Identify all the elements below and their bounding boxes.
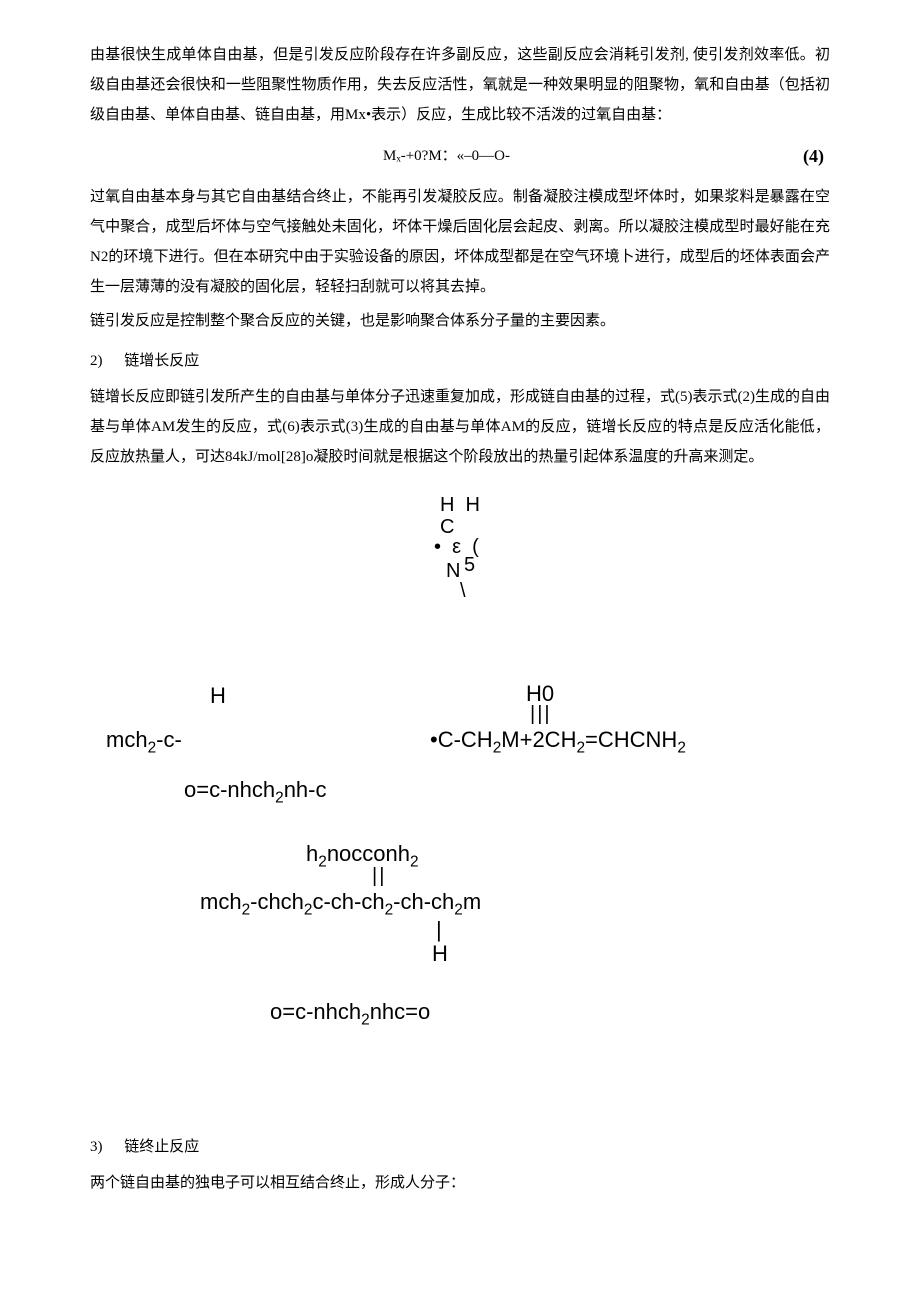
diagram-mch2-c: mch2-c-	[106, 728, 182, 757]
diagram-top-l1: H H	[440, 494, 480, 516]
diagram-o-c-nhch2nh-c: o=c-nhch2nh-c	[184, 778, 326, 807]
diagram-h2nocconh2: h2nocconh2	[306, 842, 419, 871]
diagram-top-l4: 5	[464, 554, 475, 576]
diagram-single-bond-icon: |	[436, 918, 442, 942]
section-2-heading: 2) 链增长反应	[90, 346, 830, 376]
section-2-title: 链增长反应	[124, 353, 199, 369]
chemical-structure-diagram: H H C • ε ( 5 N \ H H0 ||| mch2-c- •C-CH…	[90, 482, 830, 1122]
diagram-top-l6: \	[460, 580, 466, 602]
diagram-right-chain: •C-CH2M+2CH2=CHCNH2	[430, 728, 686, 757]
paragraph-chain-terminate: 两个链自由基的独电子可以相互结合终止，形成人分子：	[90, 1168, 830, 1198]
section-3-number: 3)	[90, 1139, 103, 1155]
paragraph-peroxy-radical: 过氧自由基本身与其它自由基结合终止，不能再引发凝胶反应。制备凝胶注模成型坏体时，…	[90, 182, 830, 302]
equation-4-expr: Mₓ-+0?M：«–0—O-	[90, 141, 803, 171]
section-3-title: 链终止反应	[124, 1139, 199, 1155]
paragraph-chain-growth: 链增长反应即链引发所产生的自由基与单体分子迅速重复加成，形成链自由基的过程，式(…	[90, 382, 830, 472]
section-3-heading: 3) 链终止反应	[90, 1132, 830, 1162]
equation-4-number: (4)	[803, 138, 830, 174]
diagram-triple-bond-icon: |||	[530, 704, 552, 724]
paragraph-intro-radical: 由基很快生成单体自由基，但是引发反应阶段存在许多副反应，这些副反应会消耗引发剂,…	[90, 40, 830, 130]
diagram-H-single: H	[432, 942, 448, 966]
equation-4-row: Mₓ-+0?M：«–0—O- (4)	[90, 138, 830, 174]
diagram-top-l2: C	[440, 516, 454, 538]
diagram-bottom-chain: o=c-nhch2nhc=o	[270, 1000, 430, 1029]
diagram-double-bond-icon: ||	[372, 866, 386, 886]
diagram-top-l5: N	[446, 560, 460, 582]
paragraph-chain-init-key: 链引发反应是控制整个聚合反应的关键，也是影响聚合体系分子量的主要因素。	[90, 306, 830, 336]
diagram-long-chain: mch2-chch2c-ch-ch2-ch-ch2m	[200, 890, 481, 919]
section-2-number: 2)	[90, 353, 103, 369]
diagram-H-left: H	[210, 684, 226, 708]
